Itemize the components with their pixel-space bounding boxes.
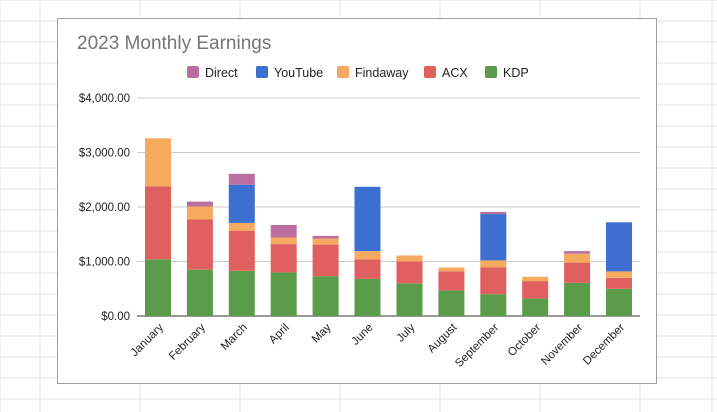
legend-item-kdp[interactable]: KDP — [503, 66, 529, 80]
bar-segment-youtube-march[interactable] — [228, 184, 255, 223]
bar-segment-acx-august[interactable] — [438, 271, 465, 291]
bar-segment-acx-september[interactable] — [480, 267, 507, 295]
x-tick-label: September — [453, 322, 501, 370]
bar-segment-findaway-june[interactable] — [354, 251, 381, 260]
y-tick-label: $3,000.00 — [79, 148, 130, 160]
legend-swatch-findaway — [337, 66, 349, 78]
bar-segment-kdp-december[interactable] — [606, 288, 632, 317]
bar-segment-kdp-august[interactable] — [438, 290, 465, 316]
bar-segment-direct-november[interactable] — [564, 251, 591, 254]
bar-segment-kdp-october[interactable] — [522, 298, 549, 316]
bar-segment-kdp-june[interactable] — [354, 278, 381, 316]
y-tick-label: $0.00 — [101, 311, 130, 323]
x-tick-label: January — [129, 321, 167, 359]
bar-segment-findaway-april[interactable] — [270, 237, 297, 245]
x-tick-label: October — [506, 322, 544, 360]
x-tick-label: December — [581, 322, 627, 368]
bar-segment-kdp-january[interactable] — [145, 259, 171, 316]
bar-segment-youtube-december[interactable] — [606, 222, 632, 272]
bar-segment-youtube-june[interactable] — [354, 186, 381, 252]
bar-segment-direct-april[interactable] — [270, 225, 297, 238]
legend-swatch-acx — [424, 66, 436, 78]
bar-segment-kdp-april[interactable] — [270, 272, 297, 316]
bar-segment-acx-february[interactable] — [186, 219, 213, 270]
bar-segment-kdp-march[interactable] — [228, 270, 255, 316]
bar-segment-acx-july[interactable] — [396, 261, 423, 284]
y-tick-label: $2,000.00 — [79, 202, 130, 214]
chart-title: 2023 Monthly Earnings — [77, 33, 272, 54]
bar-segment-findaway-may[interactable] — [312, 238, 339, 245]
bar-segment-findaway-august[interactable] — [438, 267, 465, 272]
bar-segment-findaway-february[interactable] — [186, 206, 213, 220]
bar-segment-direct-september[interactable] — [480, 211, 507, 215]
y-tick-label: $4,000.00 — [79, 93, 130, 105]
bar-segment-kdp-july[interactable] — [396, 283, 423, 316]
bar-segment-acx-may[interactable] — [312, 244, 339, 277]
bar-segment-acx-november[interactable] — [564, 262, 591, 283]
legend-item-direct[interactable]: Direct — [205, 66, 238, 80]
legend-swatch-kdp — [485, 66, 497, 78]
x-tick-label: April — [267, 322, 292, 347]
bar-segment-youtube-september[interactable] — [480, 214, 507, 261]
legend-item-findaway[interactable]: Findaway — [355, 66, 409, 80]
bar-segment-findaway-december[interactable] — [606, 271, 632, 278]
legend-swatch-direct — [187, 66, 199, 78]
y-tick-label: $1,000.00 — [79, 257, 130, 269]
legend-item-acx[interactable]: ACX — [442, 66, 468, 80]
bar-segment-kdp-september[interactable] — [480, 294, 507, 316]
x-tick-label: July — [395, 321, 418, 344]
x-tick-label: August — [426, 321, 460, 355]
legend-swatch-youtube — [256, 66, 268, 78]
legend-item-youtube[interactable]: YouTube — [274, 66, 323, 80]
bar-segment-acx-december[interactable] — [606, 277, 632, 289]
bar-segment-acx-january[interactable] — [145, 186, 171, 260]
x-tick-label: June — [350, 322, 376, 348]
bar-segment-kdp-november[interactable] — [564, 282, 591, 316]
bar-segment-kdp-may[interactable] — [312, 276, 339, 316]
bar-segment-findaway-july[interactable] — [396, 255, 423, 262]
bar-segment-direct-may[interactable] — [312, 235, 339, 239]
bar-segment-findaway-november[interactable] — [564, 253, 591, 263]
x-tick-label: March — [219, 322, 250, 353]
bar-segment-acx-april[interactable] — [270, 244, 297, 273]
bar-segment-acx-october[interactable] — [522, 281, 549, 299]
bar-segment-acx-june[interactable] — [354, 259, 381, 279]
x-tick-label: November — [539, 322, 585, 368]
bar-segment-findaway-march[interactable] — [228, 222, 255, 231]
bar-segment-findaway-september[interactable] — [480, 260, 507, 268]
bar-segment-direct-march[interactable] — [228, 173, 255, 185]
bar-segment-findaway-october[interactable] — [522, 276, 549, 282]
x-tick-label: May — [310, 321, 334, 345]
bar-segment-findaway-january[interactable] — [145, 138, 171, 187]
bar-segment-kdp-february[interactable] — [186, 269, 213, 316]
x-tick-label: February — [167, 321, 208, 362]
bar-segment-acx-march[interactable] — [228, 231, 255, 271]
bar-segment-direct-february[interactable] — [186, 201, 213, 207]
